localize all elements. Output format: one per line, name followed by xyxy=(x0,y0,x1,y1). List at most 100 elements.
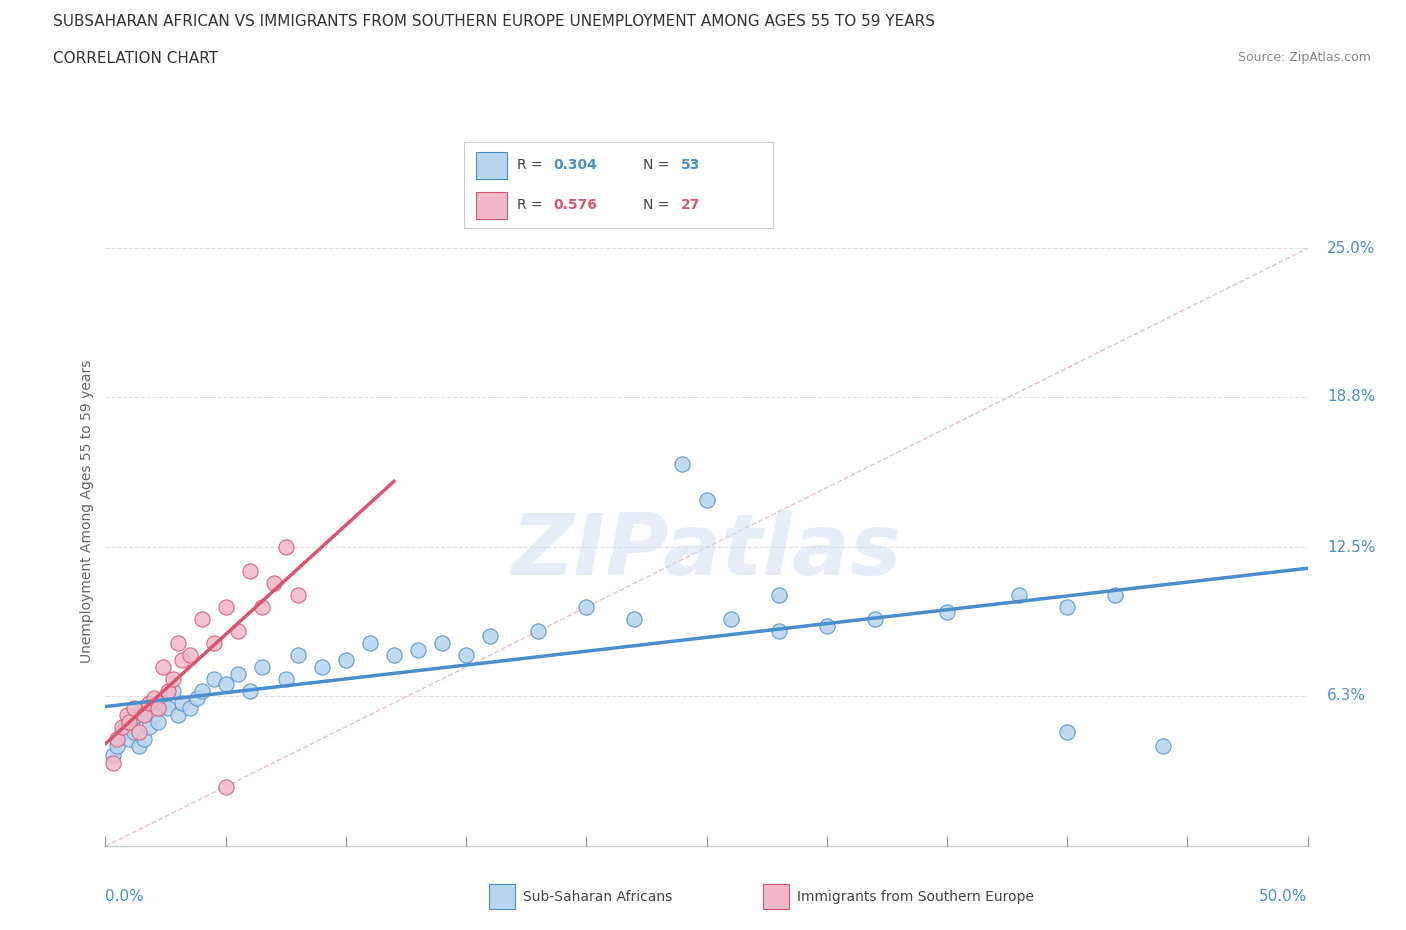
Point xyxy=(132,731,155,746)
Point xyxy=(152,696,174,711)
Point xyxy=(250,659,273,674)
Point xyxy=(274,540,297,555)
Point xyxy=(202,635,225,650)
Point xyxy=(124,700,146,715)
Point xyxy=(214,779,236,794)
Point xyxy=(226,667,249,682)
Text: Immigrants from Southern Europe: Immigrants from Southern Europe xyxy=(797,889,1035,904)
Point xyxy=(936,604,959,619)
Point xyxy=(311,659,333,674)
Point xyxy=(263,576,285,591)
Point xyxy=(115,708,138,723)
Point xyxy=(671,457,693,472)
Point xyxy=(172,652,194,667)
Text: CORRELATION CHART: CORRELATION CHART xyxy=(53,51,218,66)
Text: Source: ZipAtlas.com: Source: ZipAtlas.com xyxy=(1237,51,1371,64)
Point xyxy=(101,748,124,763)
Point xyxy=(124,724,146,739)
Point xyxy=(125,708,148,723)
Point xyxy=(1104,588,1126,603)
Point xyxy=(287,647,309,662)
Point xyxy=(226,624,249,639)
Point xyxy=(239,684,262,698)
Point xyxy=(527,624,550,639)
Text: SUBSAHARAN AFRICAN VS IMMIGRANTS FROM SOUTHERN EUROPE UNEMPLOYMENT AMONG AGES 55: SUBSAHARAN AFRICAN VS IMMIGRANTS FROM SO… xyxy=(53,14,935,29)
Text: 25.0%: 25.0% xyxy=(1327,241,1375,256)
Text: 27: 27 xyxy=(681,198,700,212)
Point xyxy=(111,719,134,734)
Point xyxy=(152,659,174,674)
Point xyxy=(202,671,225,686)
Point xyxy=(107,738,129,753)
Point xyxy=(623,612,645,627)
Point xyxy=(335,652,357,667)
Point xyxy=(111,724,134,739)
Point xyxy=(101,755,124,770)
Text: 0.0%: 0.0% xyxy=(105,889,145,904)
Point xyxy=(1056,600,1078,615)
Point xyxy=(287,588,309,603)
Y-axis label: Unemployment Among Ages 55 to 59 years: Unemployment Among Ages 55 to 59 years xyxy=(80,360,94,663)
Point xyxy=(1152,738,1174,753)
Point xyxy=(114,719,136,734)
Point xyxy=(166,635,188,650)
Point xyxy=(575,600,598,615)
Point xyxy=(128,724,150,739)
Point xyxy=(179,647,201,662)
Point xyxy=(768,588,790,603)
Point xyxy=(138,696,160,711)
Point xyxy=(128,738,150,753)
Text: R =: R = xyxy=(516,198,547,212)
Text: 0.576: 0.576 xyxy=(554,198,598,212)
Point xyxy=(214,600,236,615)
Bar xyxy=(477,152,508,179)
Point xyxy=(359,635,381,650)
Point xyxy=(142,708,165,723)
Point xyxy=(863,612,886,627)
Point xyxy=(156,700,179,715)
Point xyxy=(815,618,838,633)
Point xyxy=(250,600,273,615)
Text: 53: 53 xyxy=(681,158,700,172)
Text: 50.0%: 50.0% xyxy=(1260,889,1308,904)
Text: N =: N = xyxy=(644,198,673,212)
Point xyxy=(132,708,155,723)
Point xyxy=(179,700,201,715)
Point xyxy=(118,731,141,746)
Point xyxy=(696,492,718,507)
Point xyxy=(1056,724,1078,739)
Point xyxy=(131,700,153,715)
Point xyxy=(186,691,208,706)
Point xyxy=(214,676,236,691)
Point xyxy=(118,714,141,729)
Text: R =: R = xyxy=(516,158,547,172)
Point xyxy=(190,612,212,627)
Point xyxy=(148,714,170,729)
Text: 18.8%: 18.8% xyxy=(1327,390,1375,405)
Text: Sub-Saharan Africans: Sub-Saharan Africans xyxy=(523,889,672,904)
Point xyxy=(239,564,262,578)
Point xyxy=(274,671,297,686)
Point xyxy=(121,714,143,729)
Text: ZIPatlas: ZIPatlas xyxy=(512,511,901,593)
Point xyxy=(454,647,477,662)
Point xyxy=(768,624,790,639)
Point xyxy=(142,691,165,706)
Point xyxy=(479,629,502,644)
Point xyxy=(148,700,170,715)
Point xyxy=(406,643,429,658)
Point xyxy=(430,635,453,650)
Text: 12.5%: 12.5% xyxy=(1327,540,1375,555)
Bar xyxy=(477,192,508,219)
Text: 0.304: 0.304 xyxy=(554,158,598,172)
Point xyxy=(720,612,742,627)
Point xyxy=(156,684,179,698)
Point xyxy=(172,696,194,711)
Point xyxy=(162,671,184,686)
Text: 6.3%: 6.3% xyxy=(1327,688,1365,703)
Point xyxy=(1008,588,1031,603)
Point xyxy=(107,731,129,746)
Point xyxy=(138,719,160,734)
Point xyxy=(166,708,188,723)
Point xyxy=(382,647,405,662)
